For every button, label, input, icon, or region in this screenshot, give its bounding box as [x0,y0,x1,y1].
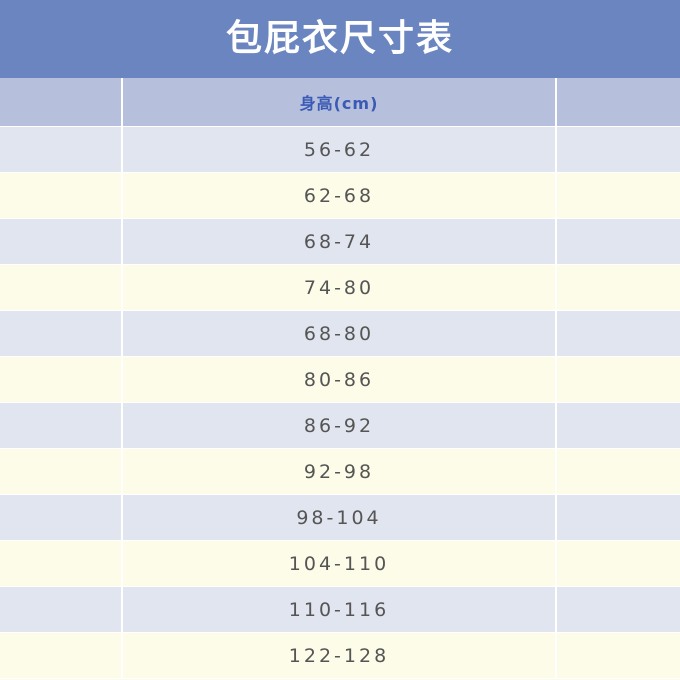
cell-right [555,218,680,265]
cell-left [0,540,123,587]
table-row: 122-128 [0,632,680,679]
cell-right [555,356,680,403]
table-body: 56-62 62-68 68-74 74-80 68-80 80-86 86-92 92-98… [0,126,680,679]
table-header: 身高(cm) [0,78,680,127]
table-row: 68-80 [0,310,680,357]
cell-height: 86-92 [121,402,557,449]
cell-right [555,540,680,587]
table-row: 56-62 [0,126,680,173]
cell-left [0,402,123,449]
column-header-right [555,78,680,127]
cell-height: 110-116 [121,586,557,633]
cell-left [0,586,123,633]
cell-right [555,448,680,495]
cell-left [0,448,123,495]
table-header-row: 身高(cm) [0,78,680,127]
table-row: 92-98 [0,448,680,495]
cell-height: 68-74 [121,218,557,265]
cell-height: 68-80 [121,310,557,357]
table-row: 98-104 [0,494,680,541]
cell-height: 98-104 [121,494,557,541]
cell-height: 122-128 [121,632,557,679]
cell-left [0,172,123,219]
column-header-left [0,78,123,127]
column-header-height: 身高(cm) [121,78,557,127]
table-row: 62-68 [0,172,680,219]
cell-right [555,172,680,219]
page-title: 包屁衣尺寸表 [225,18,454,59]
cell-height: 74-80 [121,264,557,311]
cell-right [555,264,680,311]
table-row: 68-74 [0,218,680,265]
table-row: 110-116 [0,586,680,633]
cell-height: 92-98 [121,448,557,495]
cell-right [555,310,680,357]
cell-left [0,264,123,311]
cell-height: 80-86 [121,356,557,403]
table-row: 74-80 [0,264,680,311]
cell-height: 56-62 [121,126,557,173]
cell-height: 104-110 [121,540,557,587]
cell-right [555,126,680,173]
cell-left [0,356,123,403]
table-row: 104-110 [0,540,680,587]
cell-right [555,632,680,679]
cell-right [555,402,680,449]
cell-right [555,494,680,541]
table-row: 80-86 [0,356,680,403]
cell-left [0,310,123,357]
cell-left [0,494,123,541]
cell-height: 62-68 [121,172,557,219]
cell-left [0,632,123,679]
cell-left [0,126,123,173]
chart-title-bar: 包屁衣尺寸表 [0,0,680,78]
cell-right [555,586,680,633]
size-table: 身高(cm) 56-62 62-68 68-74 74-80 68-80 80-86 86-… [0,78,680,679]
table-row: 86-92 [0,402,680,449]
cell-left [0,218,123,265]
